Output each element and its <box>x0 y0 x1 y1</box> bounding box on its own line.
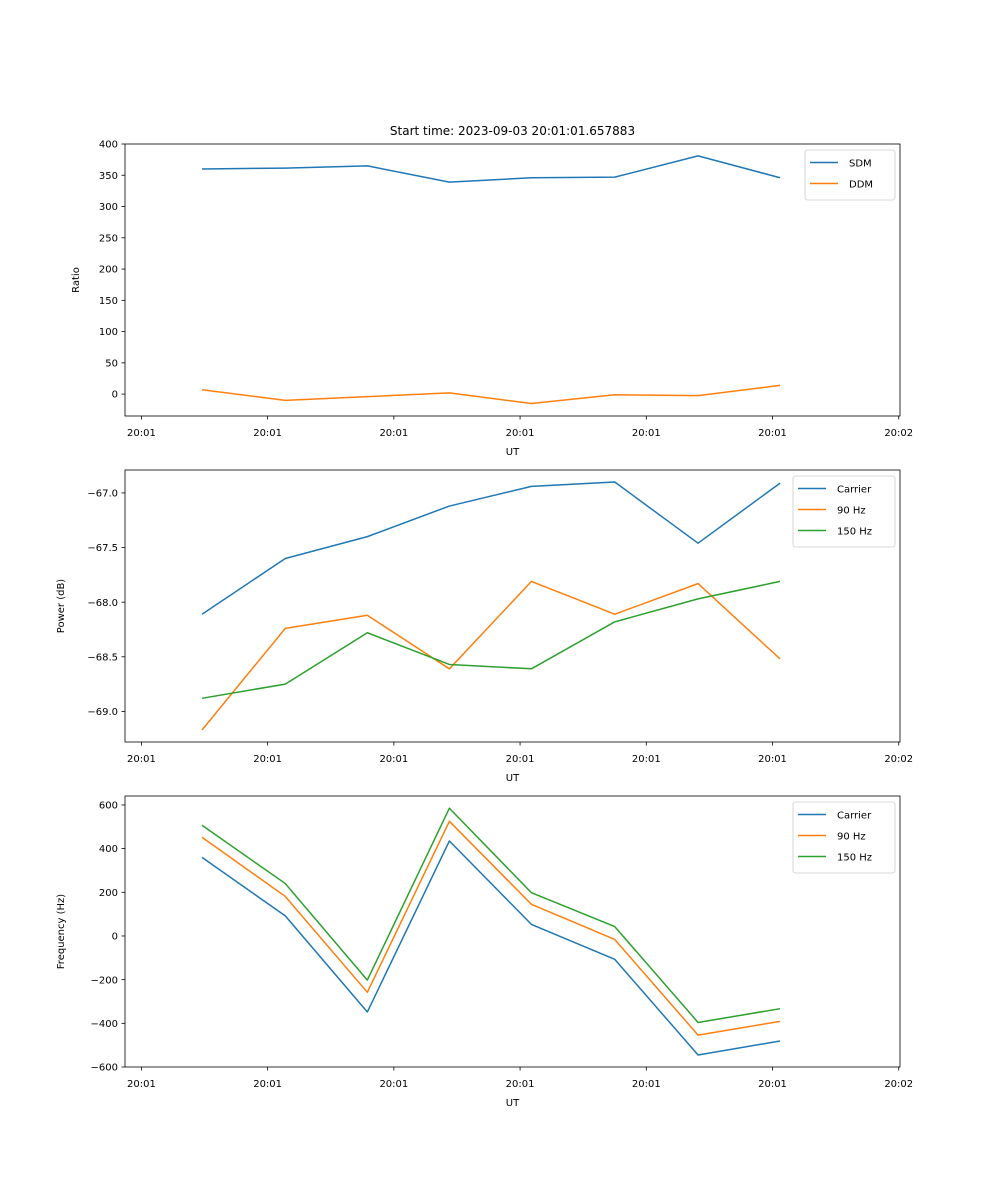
series-line-sdm <box>201 155 781 183</box>
y-tick-label: 400 <box>99 140 118 151</box>
subplot-1: 20:01 20:01 20:01 20:01 20:01 20:01 20:02 0 50 10… <box>71 140 913 458</box>
y-tick-label: 600 <box>99 801 118 812</box>
y-tick-label: 300 <box>99 202 118 213</box>
subplot-3: 20:01 20:01 20:01 20:01 20:01 20:01 20:02 −600 −… <box>56 795 913 1109</box>
axes-frame <box>124 469 901 743</box>
series-line-ddm <box>201 384 781 405</box>
y-tick-label: 150 <box>99 296 118 307</box>
legend-label: DDM <box>849 180 873 191</box>
y-tick-label: −69.0 <box>87 707 118 718</box>
legend: Carrier 90 Hz 150 Hz <box>792 475 896 548</box>
series-line-carrier <box>201 840 781 1056</box>
x-tick-label: 20:01 <box>127 754 156 765</box>
y-tick-label: 200 <box>99 265 118 276</box>
x-tick-label: 20:01 <box>379 754 408 765</box>
x-tick-label: 20:01 <box>758 1079 787 1090</box>
series-line-150-hz <box>201 807 781 1024</box>
x-tick-label: 20:01 <box>758 754 787 765</box>
plots: 20:01 20:01 20:01 20:01 20:01 20:01 20:02 0 50 10… <box>56 140 913 1109</box>
legend-label: SDM <box>849 159 872 170</box>
series-line-carrier <box>201 481 781 615</box>
y-axis-label: Frequency (Hz) <box>56 894 67 970</box>
y-tick-label: −400 <box>91 1019 118 1030</box>
legend-label: Carrier <box>837 485 872 496</box>
y-tick-label: 250 <box>99 233 118 244</box>
x-tick-label: 20:01 <box>632 428 661 439</box>
series-line-90-hz <box>201 580 781 731</box>
legend: SDM DDM <box>804 149 896 201</box>
x-axis-label: UT <box>506 447 520 458</box>
x-tick-label: 20:01 <box>506 428 535 439</box>
y-tick-label: −68.0 <box>87 598 118 609</box>
x-axis-label: UT <box>506 1098 520 1109</box>
legend-label: 150 Hz <box>837 527 872 538</box>
y-axis-label: Power (dB) <box>56 579 67 634</box>
legend-label: 90 Hz <box>837 506 866 517</box>
x-tick-label: 20:01 <box>506 754 535 765</box>
x-tick-label: 20:01 <box>379 1079 408 1090</box>
series-line-90-hz <box>201 820 781 1036</box>
x-tick-label: 20:02 <box>884 1079 913 1090</box>
legend-box <box>792 475 896 548</box>
x-tick-label: 20:02 <box>884 754 913 765</box>
x-tick-label: 20:01 <box>127 428 156 439</box>
y-tick-label: 100 <box>99 327 118 338</box>
legend-label: 150 Hz <box>837 853 872 864</box>
subplot-2: 20:01 20:01 20:01 20:01 20:01 20:01 20:02 −69.0… <box>56 469 913 784</box>
y-tick-label: 50 <box>105 358 118 369</box>
y-tick-label: −600 <box>91 1063 118 1074</box>
x-tick-label: 20:01 <box>253 428 282 439</box>
y-tick-label: 400 <box>99 844 118 855</box>
y-axis-label: Ratio <box>71 267 82 293</box>
axes-frame <box>124 143 901 417</box>
legend-box <box>804 149 896 201</box>
x-tick-label: 20:01 <box>632 754 661 765</box>
y-tick-label: 200 <box>99 888 118 899</box>
y-tick-label: 0 <box>112 932 118 943</box>
y-tick-label: 0 <box>112 390 118 401</box>
legend-box <box>792 801 896 874</box>
x-tick-label: 20:01 <box>253 754 282 765</box>
y-tick-label: −200 <box>91 975 118 986</box>
axes-frame <box>124 795 901 1068</box>
legend-label: 90 Hz <box>837 832 866 843</box>
x-tick-label: 20:01 <box>506 1079 535 1090</box>
x-tick-label: 20:01 <box>758 428 787 439</box>
legend-label: Carrier <box>837 811 872 822</box>
x-tick-label: 20:01 <box>253 1079 282 1090</box>
x-tick-label: 20:01 <box>379 428 408 439</box>
x-tick-label: 20:01 <box>127 1079 156 1090</box>
y-tick-label: 350 <box>99 171 118 182</box>
y-tick-label: −68.5 <box>87 652 118 663</box>
figure-title: Start time: 2023-09-03 20:01:01.657883 <box>390 124 635 138</box>
y-tick-label: −67.5 <box>87 543 118 554</box>
series-line-150-hz <box>201 580 781 700</box>
x-tick-label: 20:02 <box>884 428 913 439</box>
legend: Carrier 90 Hz 150 Hz <box>792 801 896 874</box>
y-tick-label: −67.0 <box>87 489 118 500</box>
x-axis-label: UT <box>506 773 520 784</box>
x-tick-label: 20:01 <box>632 1079 661 1090</box>
